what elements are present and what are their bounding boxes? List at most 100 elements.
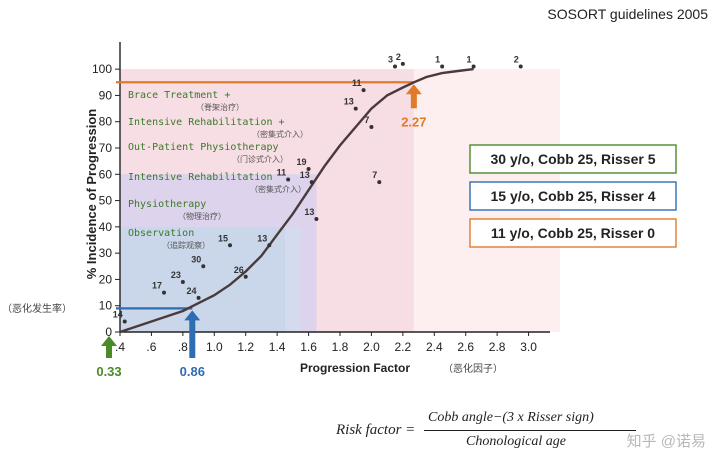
treatment-bands [120, 69, 560, 333]
brand-watermark: 知乎 @诺易 [626, 433, 706, 450]
formula-lhs: Risk factor = [336, 422, 416, 438]
band-label-cn-1: （密集式介入） [252, 129, 308, 139]
data-point-1 [162, 290, 166, 295]
callouts: 30 y/o, Cobb 25, Risser 5 15 y/o, Cobb 25… [469, 144, 677, 248]
data-point-20 [518, 64, 523, 69]
risk-factor-formula: Risk factor = Cobb angle−(3 x Risser sig… [336, 408, 646, 458]
y-tick-label-9: 90 [99, 88, 113, 102]
band-label-cn-5: （追踪观察） [162, 240, 210, 250]
data-point-16 [393, 64, 397, 69]
data-point-14 [369, 124, 374, 129]
formula-numerator: Cobb angle−(3 x Risser sign) [428, 410, 594, 425]
data-point-label-19: 1 [467, 55, 472, 65]
callout-box-2 [469, 218, 677, 248]
band-label-cn-4: （物理治疗） [178, 211, 226, 221]
data-point-9 [306, 167, 311, 172]
data-point-15 [377, 180, 382, 185]
data-point-10 [309, 180, 314, 185]
x-tick-label-3: 1.0 [206, 340, 223, 354]
ref-arrow-1 [184, 310, 201, 358]
data-point-label-13: 11 [352, 78, 362, 88]
y-tick-label-8: 80 [99, 115, 113, 129]
progression-curve [119, 67, 474, 334]
data-point-4 [201, 264, 206, 269]
data-point-label-17: 2 [396, 52, 401, 62]
x-tick-label-12: 2.8 [489, 340, 506, 354]
data-point-18 [440, 64, 445, 69]
x-tick-label-2: .8 [178, 340, 188, 354]
data-point-3 [196, 295, 201, 300]
data-point-13 [361, 88, 366, 93]
data-point-label-11: 13 [304, 207, 314, 217]
band-5 [120, 226, 285, 332]
callout-box-1 [469, 181, 677, 211]
data-point-12 [353, 106, 358, 111]
band-label-cn-3: （密集式介入） [250, 184, 306, 194]
reference-lines: 2.270.860.33 [96, 81, 427, 379]
data-point-label-1: 17 [152, 281, 162, 291]
ref-arrow-0 [405, 84, 422, 109]
data-point-2 [180, 280, 185, 285]
data-point-label-12: 13 [344, 97, 354, 107]
y-axis-label-cn: （恶化发生率） [2, 302, 72, 315]
axes: 0 10 20 30 40 50 60 70 80 90 100 .4 .6 .8 1.0 1.2 1.4 1.6… [2, 42, 550, 375]
y-tick-label-2: 20 [99, 272, 113, 286]
x-tick-label-8: 2.0 [363, 340, 380, 354]
x-tick-label-4: 1.2 [237, 340, 254, 354]
x-tick-label-7: 1.8 [332, 340, 349, 354]
x-tick-label-5: 1.4 [269, 340, 286, 354]
data-point-label-9: 19 [297, 157, 307, 167]
data-point-8 [286, 177, 291, 182]
data-point-17 [400, 61, 405, 66]
formula-denominator: Chonological age [466, 434, 566, 449]
band-label-3: Intensive Rehabilitation [128, 172, 273, 183]
formula-bar [424, 430, 636, 431]
x-tick-label-0: .4 [115, 340, 125, 354]
data-point-label-8: 11 [277, 168, 287, 178]
band-label-1: Intensive Rehabilitation + [128, 117, 285, 128]
band-label-0: Brace Treatment + [128, 90, 230, 101]
x-tick-label-11: 2.6 [457, 340, 474, 354]
data-point-label-2: 23 [171, 270, 181, 280]
x-tick-label-6: 1.6 [300, 340, 317, 354]
band-label-cn-2: （门诊式介入） [232, 154, 288, 164]
y-tick-label-5: 50 [99, 194, 113, 208]
y-tick-label-10: 100 [92, 62, 112, 76]
data-point-label-3: 24 [187, 286, 197, 296]
curve-path [119, 67, 474, 334]
band-labels: Brace Treatment +（脊架治疗） Intensive Rehabil… [128, 90, 308, 250]
data-point-0 [122, 319, 127, 324]
data-point-label-14: 7 [364, 115, 369, 125]
data-point-label-15: 7 [372, 170, 377, 180]
x-tick-label-13: 3.0 [520, 340, 537, 354]
data-point-label-16: 3 [388, 55, 393, 65]
data-point-19 [471, 64, 476, 69]
data-point-label-20: 2 [514, 55, 519, 65]
y-tick-label-1: 10 [99, 299, 113, 313]
data-point-label-18: 1 [435, 55, 440, 65]
ref-label-1: 0.86 [180, 364, 205, 379]
y-tick-label-3: 30 [99, 246, 113, 260]
callout-text-1: 15 y/o, Cobb 25, Risser 4 [491, 188, 656, 204]
ref-label-2: 0.33 [96, 364, 121, 379]
y-tick-label-4: 40 [99, 220, 113, 234]
data-point-label-4: 30 [191, 254, 201, 264]
band-label-2: Out-Patient Physiotherapy [128, 142, 279, 153]
band-label-cn-0: （脊架治疗） [196, 102, 244, 112]
x-tick-label-9: 2.2 [395, 340, 412, 354]
x-axis-label: Progression Factor [300, 361, 410, 375]
y-tick-label-0: 0 [105, 325, 112, 339]
ref-label-0: 2.27 [401, 114, 426, 129]
x-tick-label-10: 2.4 [426, 340, 443, 354]
x-tick-label-1: .6 [146, 340, 156, 354]
source-title: SOSORT guidelines 2005 [547, 6, 708, 22]
data-point-6 [243, 274, 248, 279]
y-tick-label-6: 60 [99, 167, 113, 181]
callout-text-2: 11 y/o, Cobb 25, Risser 0 [491, 225, 655, 241]
data-point-label-10: 13 [300, 170, 310, 180]
callout-text-0: 30 y/o, Cobb 25, Risser 5 [491, 151, 656, 167]
data-point-label-5: 15 [218, 233, 228, 243]
data-point-11 [314, 216, 319, 221]
